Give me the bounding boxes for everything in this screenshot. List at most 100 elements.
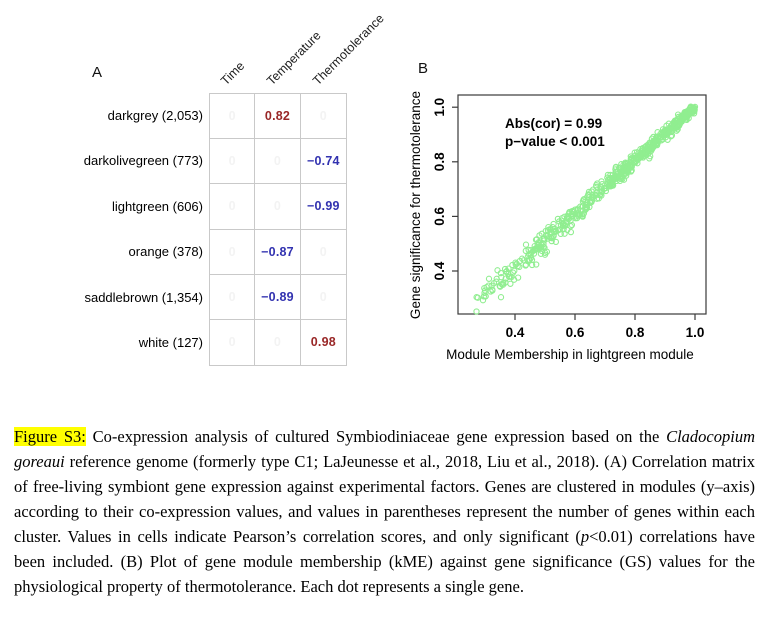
scatter-y-axis-title: Gene significance for thermotolerance xyxy=(410,91,423,319)
scatter-point xyxy=(621,165,629,173)
scatter-point xyxy=(609,172,616,179)
scatter-point xyxy=(665,125,672,132)
scatter-point xyxy=(652,135,660,143)
correlation-value: 0 xyxy=(273,335,282,350)
caption-segment: <0.01) correlations have been included. … xyxy=(14,527,755,596)
scatter-point xyxy=(588,197,596,204)
matrix-cell: 0 xyxy=(210,274,256,320)
scatter-point xyxy=(580,196,587,203)
scatter-point xyxy=(689,104,697,111)
scatter-axes: 0.4 0.6 0.8 1.0 0.4 0.6 0.8 1.0 xyxy=(432,94,707,340)
scatter-point xyxy=(530,250,538,257)
scatter-point xyxy=(540,235,547,243)
correlation-value: −0.89 xyxy=(261,289,294,304)
matrix-cell: 0 xyxy=(300,229,346,275)
matrix-row-label: white (127) xyxy=(138,335,203,351)
scatter-point xyxy=(568,221,576,229)
correlation-value: −0.74 xyxy=(307,154,340,169)
correlation-value: 0 xyxy=(319,289,327,304)
matrix-cell: 0 xyxy=(210,139,256,185)
matrix-row-label: saddlebrown (1,354) xyxy=(84,289,203,305)
matrix-cell: 0.98 xyxy=(300,319,346,365)
correlation-value: 0.98 xyxy=(310,335,336,350)
matrix-cell: 0 xyxy=(300,94,346,140)
correlation-value: 0 xyxy=(273,199,282,214)
caption-segment: Figure S3: xyxy=(14,427,86,446)
scatter-point xyxy=(522,247,529,255)
matrix-cell: −0.99 xyxy=(300,184,346,230)
scatter-point xyxy=(551,225,559,233)
scatter-point xyxy=(597,184,604,191)
scatter-point xyxy=(598,178,605,185)
y-tick-label: 0.4 xyxy=(432,261,447,280)
scatter-point xyxy=(524,257,531,265)
scatter-point xyxy=(637,150,644,157)
scatter-point xyxy=(479,297,487,304)
matrix-column-header: Time xyxy=(218,58,248,88)
correlation-value: 0 xyxy=(228,289,236,304)
scatter-point xyxy=(630,159,638,167)
scatter-point xyxy=(528,261,536,269)
scatter-point xyxy=(497,294,505,301)
scatter-point xyxy=(511,267,518,274)
x-tick-label: 0.6 xyxy=(566,325,585,340)
scatter-point xyxy=(512,261,519,268)
matrix-cell: −0.89 xyxy=(255,274,301,320)
panel-b-label: B xyxy=(418,60,429,77)
scatter-x-axis-title: Module Membership in lightgreen module xyxy=(446,347,694,362)
matrix-row-label: darkolivegreen (773) xyxy=(83,153,203,169)
scatter-point xyxy=(648,145,656,153)
scatter-point xyxy=(561,230,568,237)
panel-a-label: A xyxy=(92,64,103,81)
scatter-point xyxy=(633,155,640,162)
scatter-point xyxy=(568,213,576,220)
correlation-value: 0 xyxy=(228,244,236,259)
matrix-cell: 0 xyxy=(255,319,301,365)
caption-segment: Co-expression analysis of cultured Symbi… xyxy=(85,427,667,446)
caption-segment: reference genome (formerly type C1; LaJe… xyxy=(14,452,755,546)
matrix-row-label: darkgrey (2,053) xyxy=(107,107,203,123)
scatter-point xyxy=(533,261,540,268)
scatter-plot: 0.4 0.6 0.8 1.0 0.4 0.6 0.8 1.0 Abs(cor) = 0.99… xyxy=(410,91,707,362)
scatter-point xyxy=(473,308,480,315)
scatter-point xyxy=(537,250,545,257)
scatter-point xyxy=(613,177,620,185)
scatter-point xyxy=(503,268,510,275)
matrix-cell: 0 xyxy=(210,319,256,365)
correlation-value: 0 xyxy=(319,109,327,124)
matrix-row-label: lightgreen (606) xyxy=(111,198,203,214)
plot-box xyxy=(457,94,707,315)
scatter-point xyxy=(604,174,611,181)
scatter-point xyxy=(608,182,616,189)
scatter-point xyxy=(544,235,551,242)
scatter-point xyxy=(483,283,490,291)
scatter-points xyxy=(473,103,699,315)
scatter-point xyxy=(505,273,513,280)
scatter-point xyxy=(485,275,493,282)
figure-caption: Figure S3: Co-expression analysis of cul… xyxy=(14,424,755,599)
scatter-annotation-pvalue: p−value < 0.001 xyxy=(505,134,605,149)
scatter-point xyxy=(605,183,612,190)
scatter-point xyxy=(548,235,555,242)
scatter-point xyxy=(502,279,509,286)
scatter-point xyxy=(550,220,557,228)
scatter-point xyxy=(624,160,631,167)
correlation-value: 0 xyxy=(228,335,236,350)
scatter-point xyxy=(497,283,504,290)
x-tick-label: 1.0 xyxy=(686,325,705,340)
scatter-point xyxy=(585,188,593,196)
matrix-row-label: orange (378) xyxy=(128,244,203,260)
scatter-point xyxy=(514,274,522,281)
matrix-cell: 0 xyxy=(300,274,346,320)
matrix-cell: 0 xyxy=(210,229,256,275)
matrix-cell: −0.87 xyxy=(255,229,301,275)
scatter-point xyxy=(615,170,622,178)
matrix-cell: 0 xyxy=(210,184,256,230)
scatter-point xyxy=(664,128,671,136)
matrix-cell: 0 xyxy=(255,184,301,230)
scatter-point xyxy=(522,241,530,248)
scatter-point xyxy=(541,251,549,258)
scatter-point xyxy=(552,238,560,246)
scatter-point xyxy=(525,256,533,264)
scatter-point xyxy=(554,215,562,223)
